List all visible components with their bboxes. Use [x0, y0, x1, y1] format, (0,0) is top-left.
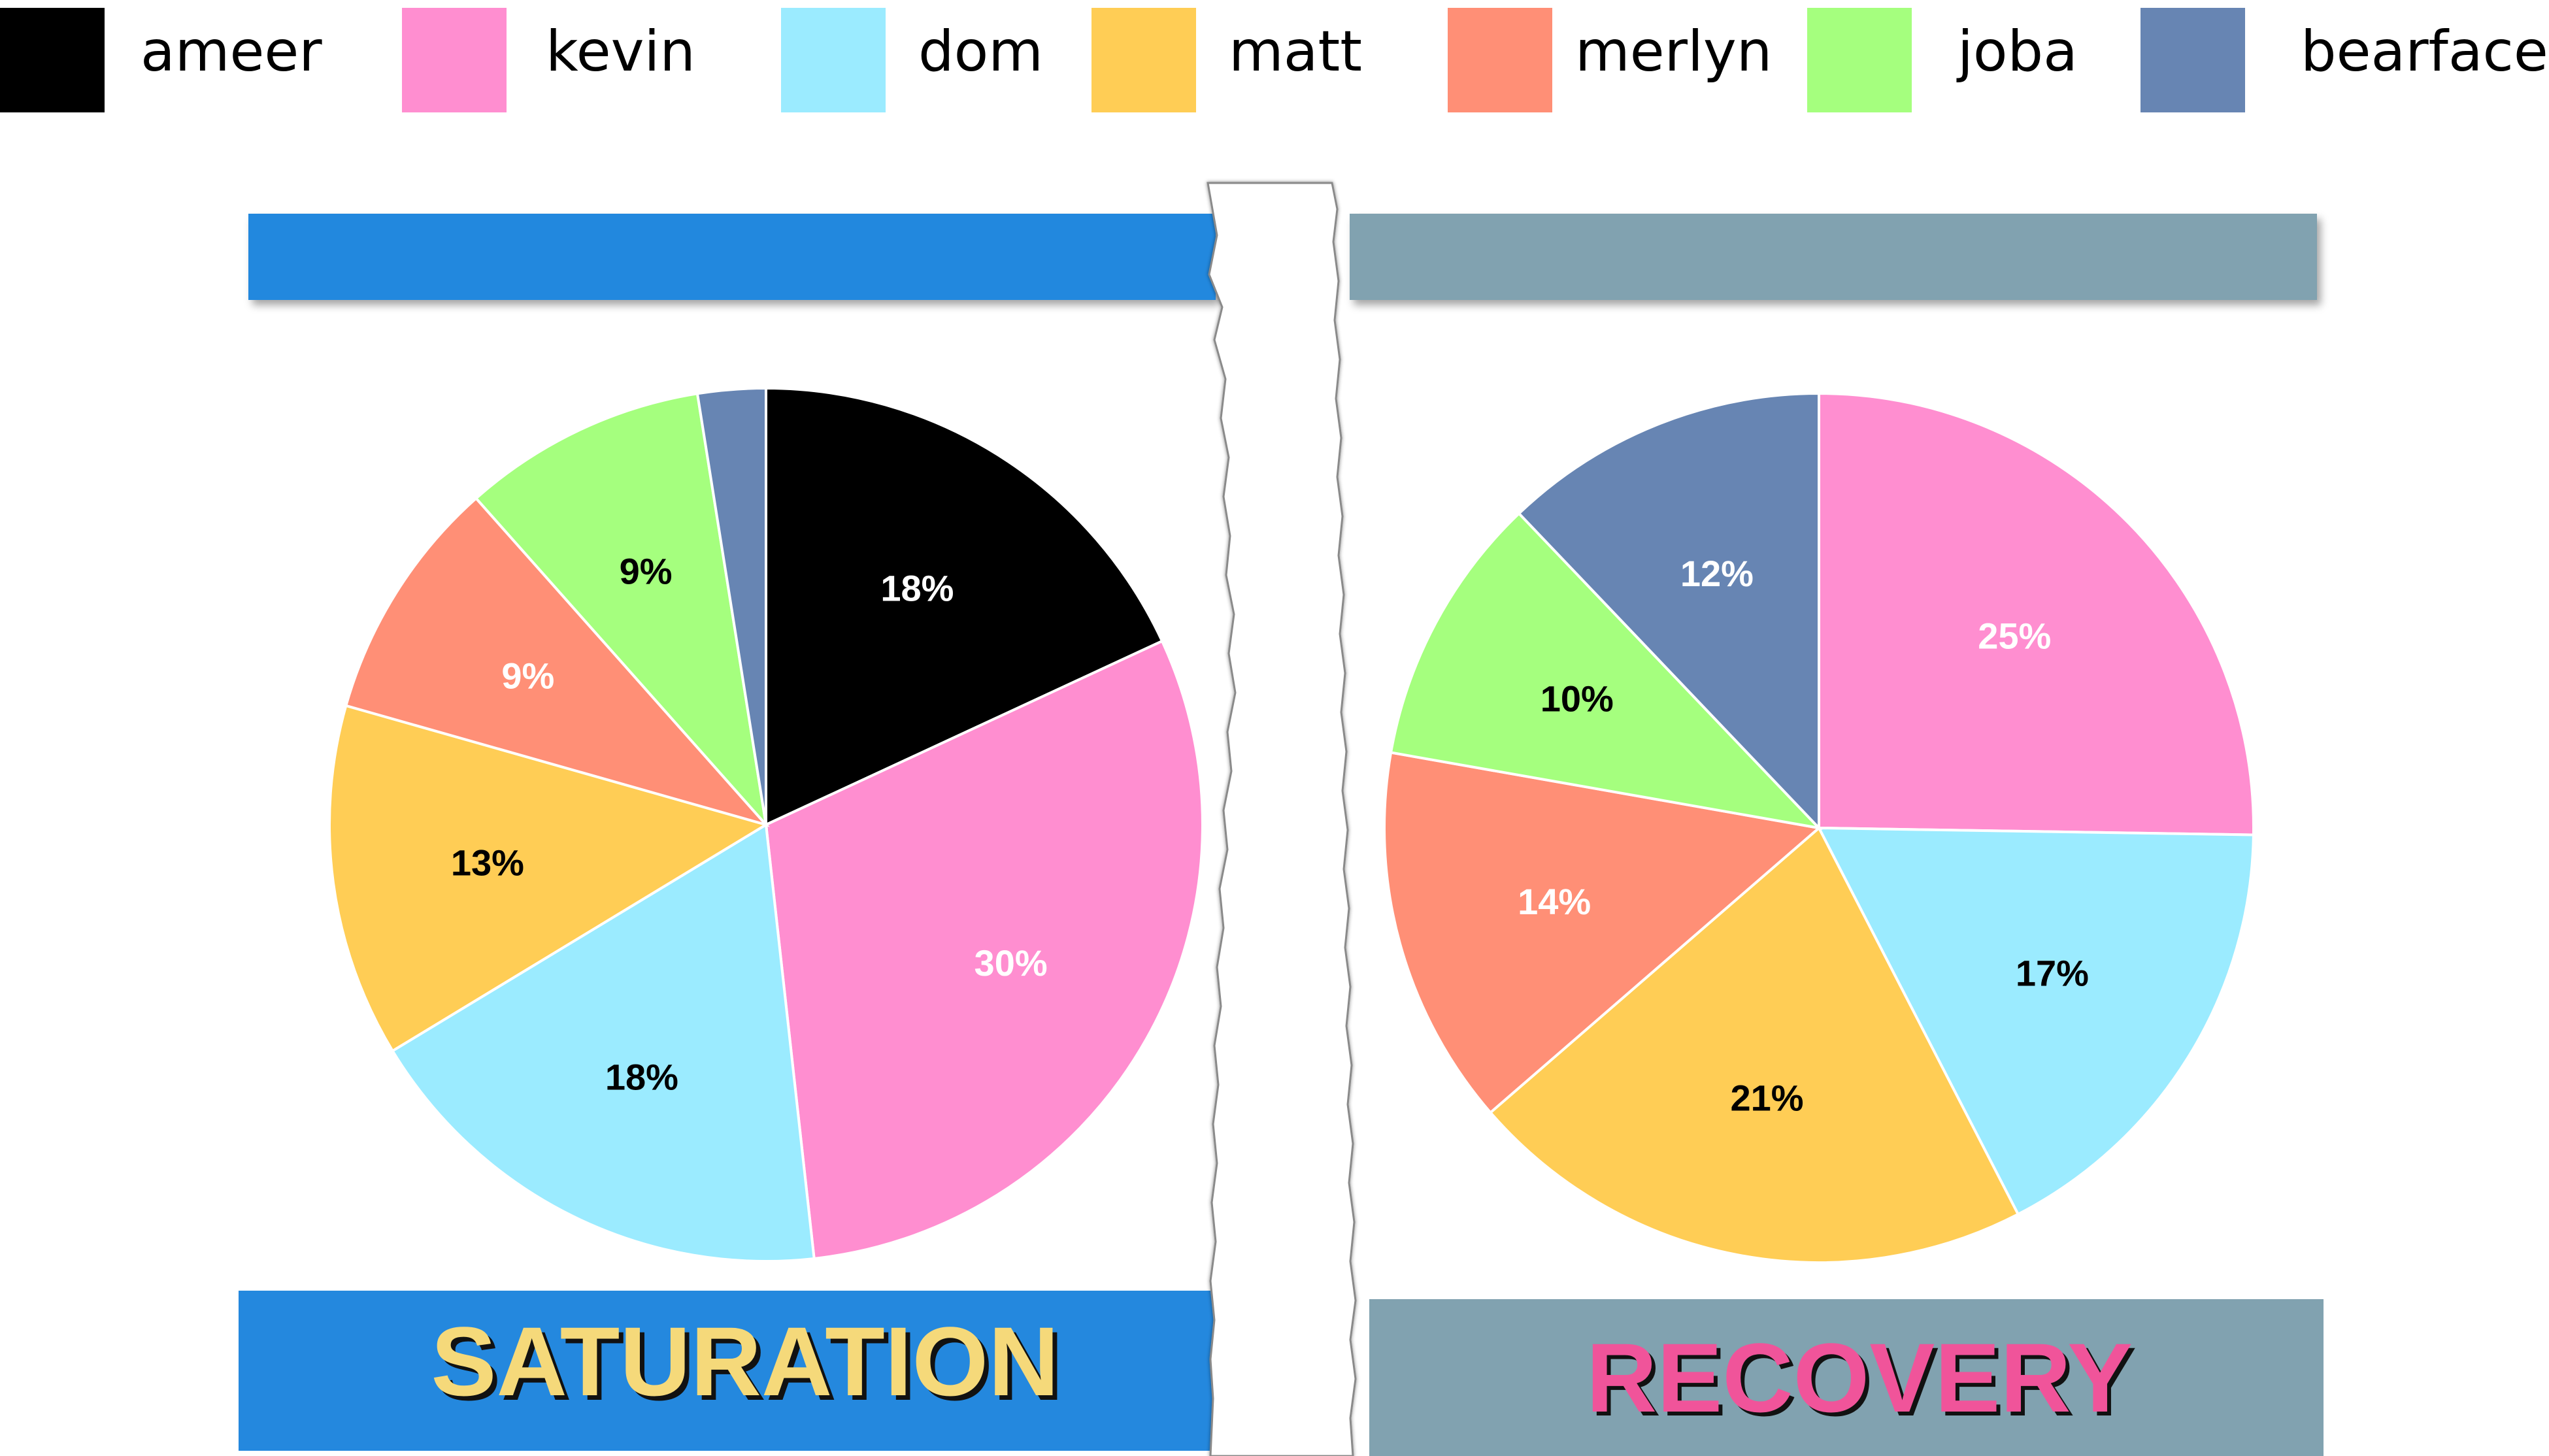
legend-swatch-dom [781, 8, 886, 112]
legend-swatch-ameer [0, 8, 105, 112]
pie-label-kevin: 30% [975, 942, 1048, 984]
legend-label-kevin: kevin [546, 19, 695, 84]
pie-label-ameer: 18% [880, 568, 954, 609]
pie-slice-dom [390, 822, 816, 1263]
saturation-title-shadow: SATURATION [435, 1311, 1063, 1421]
saturation-pie: 18% 30% 18% 13% 9% 9% [328, 386, 1204, 1263]
pie-label-dom: 18% [605, 1057, 678, 1098]
legend-label-merlyn: merlyn [1575, 19, 1772, 84]
pie-slice-kevin [764, 639, 1204, 1261]
right-header-bar [1350, 214, 2317, 300]
pie-slice-merlyn [1383, 751, 1822, 1115]
pie-label-matt: 13% [451, 842, 524, 884]
pie-label-merlyn: 9% [501, 655, 554, 696]
legend-label-bearface: bearface [2301, 19, 2548, 84]
pie-label-merlyn: 14% [1518, 881, 1591, 922]
pie-label-joba: 9% [620, 550, 673, 591]
recovery-title-shadow: RECOVERY [1590, 1327, 2137, 1436]
legend-swatch-merlyn [1448, 8, 1552, 112]
pie-label-matt: 21% [1730, 1077, 1803, 1118]
pie-slice-bearface [695, 386, 767, 825]
recovery-title: RECOVERY [1586, 1323, 2133, 1432]
pie-label-joba: 10% [1541, 678, 1614, 720]
pie-label-bearface: 12% [1680, 553, 1754, 594]
right-footer-bar [1369, 1299, 2324, 1456]
legend-swatch-kevin [402, 8, 507, 112]
legend-label-dom: dom [918, 19, 1043, 84]
pie-slice-kevin [1818, 391, 2255, 836]
pie-slice-bearface [1517, 391, 1820, 831]
recovery-pie: 25% 17% 21% 14% 10% 12% [1383, 391, 2255, 1265]
legend-label-matt: matt [1229, 19, 1362, 84]
legend-swatch-joba [1807, 8, 1912, 112]
pie-slice-ameer [765, 386, 1164, 827]
pie-slice-matt [1488, 825, 2020, 1265]
legend-label-joba: joba [1956, 19, 2078, 84]
saturation-title: SATURATION [431, 1306, 1059, 1416]
left-footer-bar [239, 1291, 1219, 1451]
pie-slice-joba [474, 392, 769, 829]
pie-slice-dom [1816, 826, 2255, 1216]
legend-swatch-bearface [2141, 8, 2245, 112]
torn-paper-divider [1207, 182, 1357, 1456]
legend-label-ameer: ameer [141, 19, 322, 84]
legend-swatch-matt [1091, 8, 1196, 112]
pie-label-dom: 17% [2016, 952, 2089, 993]
pie-slice-merlyn [344, 496, 771, 827]
pie-slice-joba [1389, 511, 1823, 831]
left-header-bar [248, 214, 1216, 300]
pie-label-kevin: 25% [1978, 615, 2051, 656]
legend: ameer kevin dom matt merlyn joba bearface [0, 8, 2548, 112]
pie-slice-matt [328, 704, 769, 1053]
